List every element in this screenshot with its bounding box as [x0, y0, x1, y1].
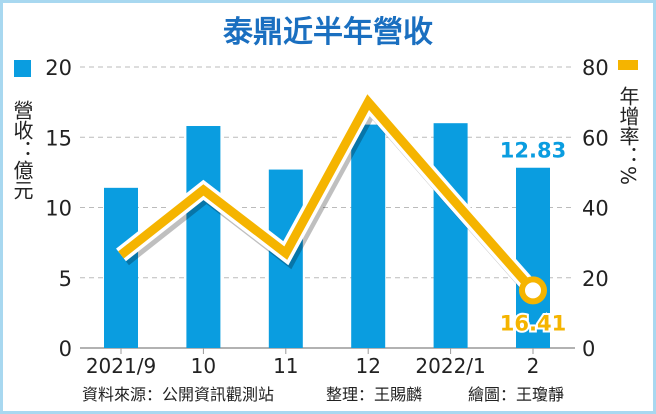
x-tick-label: 12 [355, 354, 380, 378]
y-left-tick: 10 [45, 197, 72, 221]
legend-swatch-revenue [14, 60, 31, 77]
y-left-tick: 5 [59, 267, 72, 291]
footer-illustrator: 繪圖：王瓊靜 [468, 385, 564, 404]
y-left-label: 營收：億元 [10, 100, 34, 200]
chart-title: 泰鼎近半年營收 [223, 15, 433, 50]
data-label: 16.41 [500, 311, 566, 335]
bar [104, 187, 138, 348]
growth-line [118, 94, 537, 294]
x-tick-label: 2021/9 [86, 354, 156, 378]
y-left-tick: 15 [45, 126, 72, 150]
data-label: 12.83 [500, 139, 566, 163]
y-left-tick: 0 [59, 337, 72, 361]
bar [186, 126, 221, 348]
footer-compiler: 整理：王賜麟 [326, 385, 422, 404]
y-left-tick: 20 [45, 56, 72, 80]
footer-source: 資料來源：公開資訊觀測站 [82, 385, 274, 404]
y-right-tick: 60 [582, 126, 609, 150]
x-tick-label: 2 [527, 354, 540, 378]
legend-swatch-growth [618, 60, 638, 70]
y-right-tick: 0 [582, 337, 595, 361]
y-right-label: 年增率：% [616, 86, 640, 185]
x-tick-label: 11 [273, 354, 298, 378]
y-right-tick: 40 [582, 197, 609, 221]
bar [351, 124, 386, 348]
x-tick-label: 10 [191, 354, 216, 378]
bar [433, 123, 468, 348]
y-right-tick: 20 [582, 267, 609, 291]
x-tick-label: 2022/1 [415, 354, 485, 378]
y-right-tick: 80 [582, 56, 609, 80]
line-point-marker [519, 276, 547, 305]
bar [516, 167, 550, 348]
